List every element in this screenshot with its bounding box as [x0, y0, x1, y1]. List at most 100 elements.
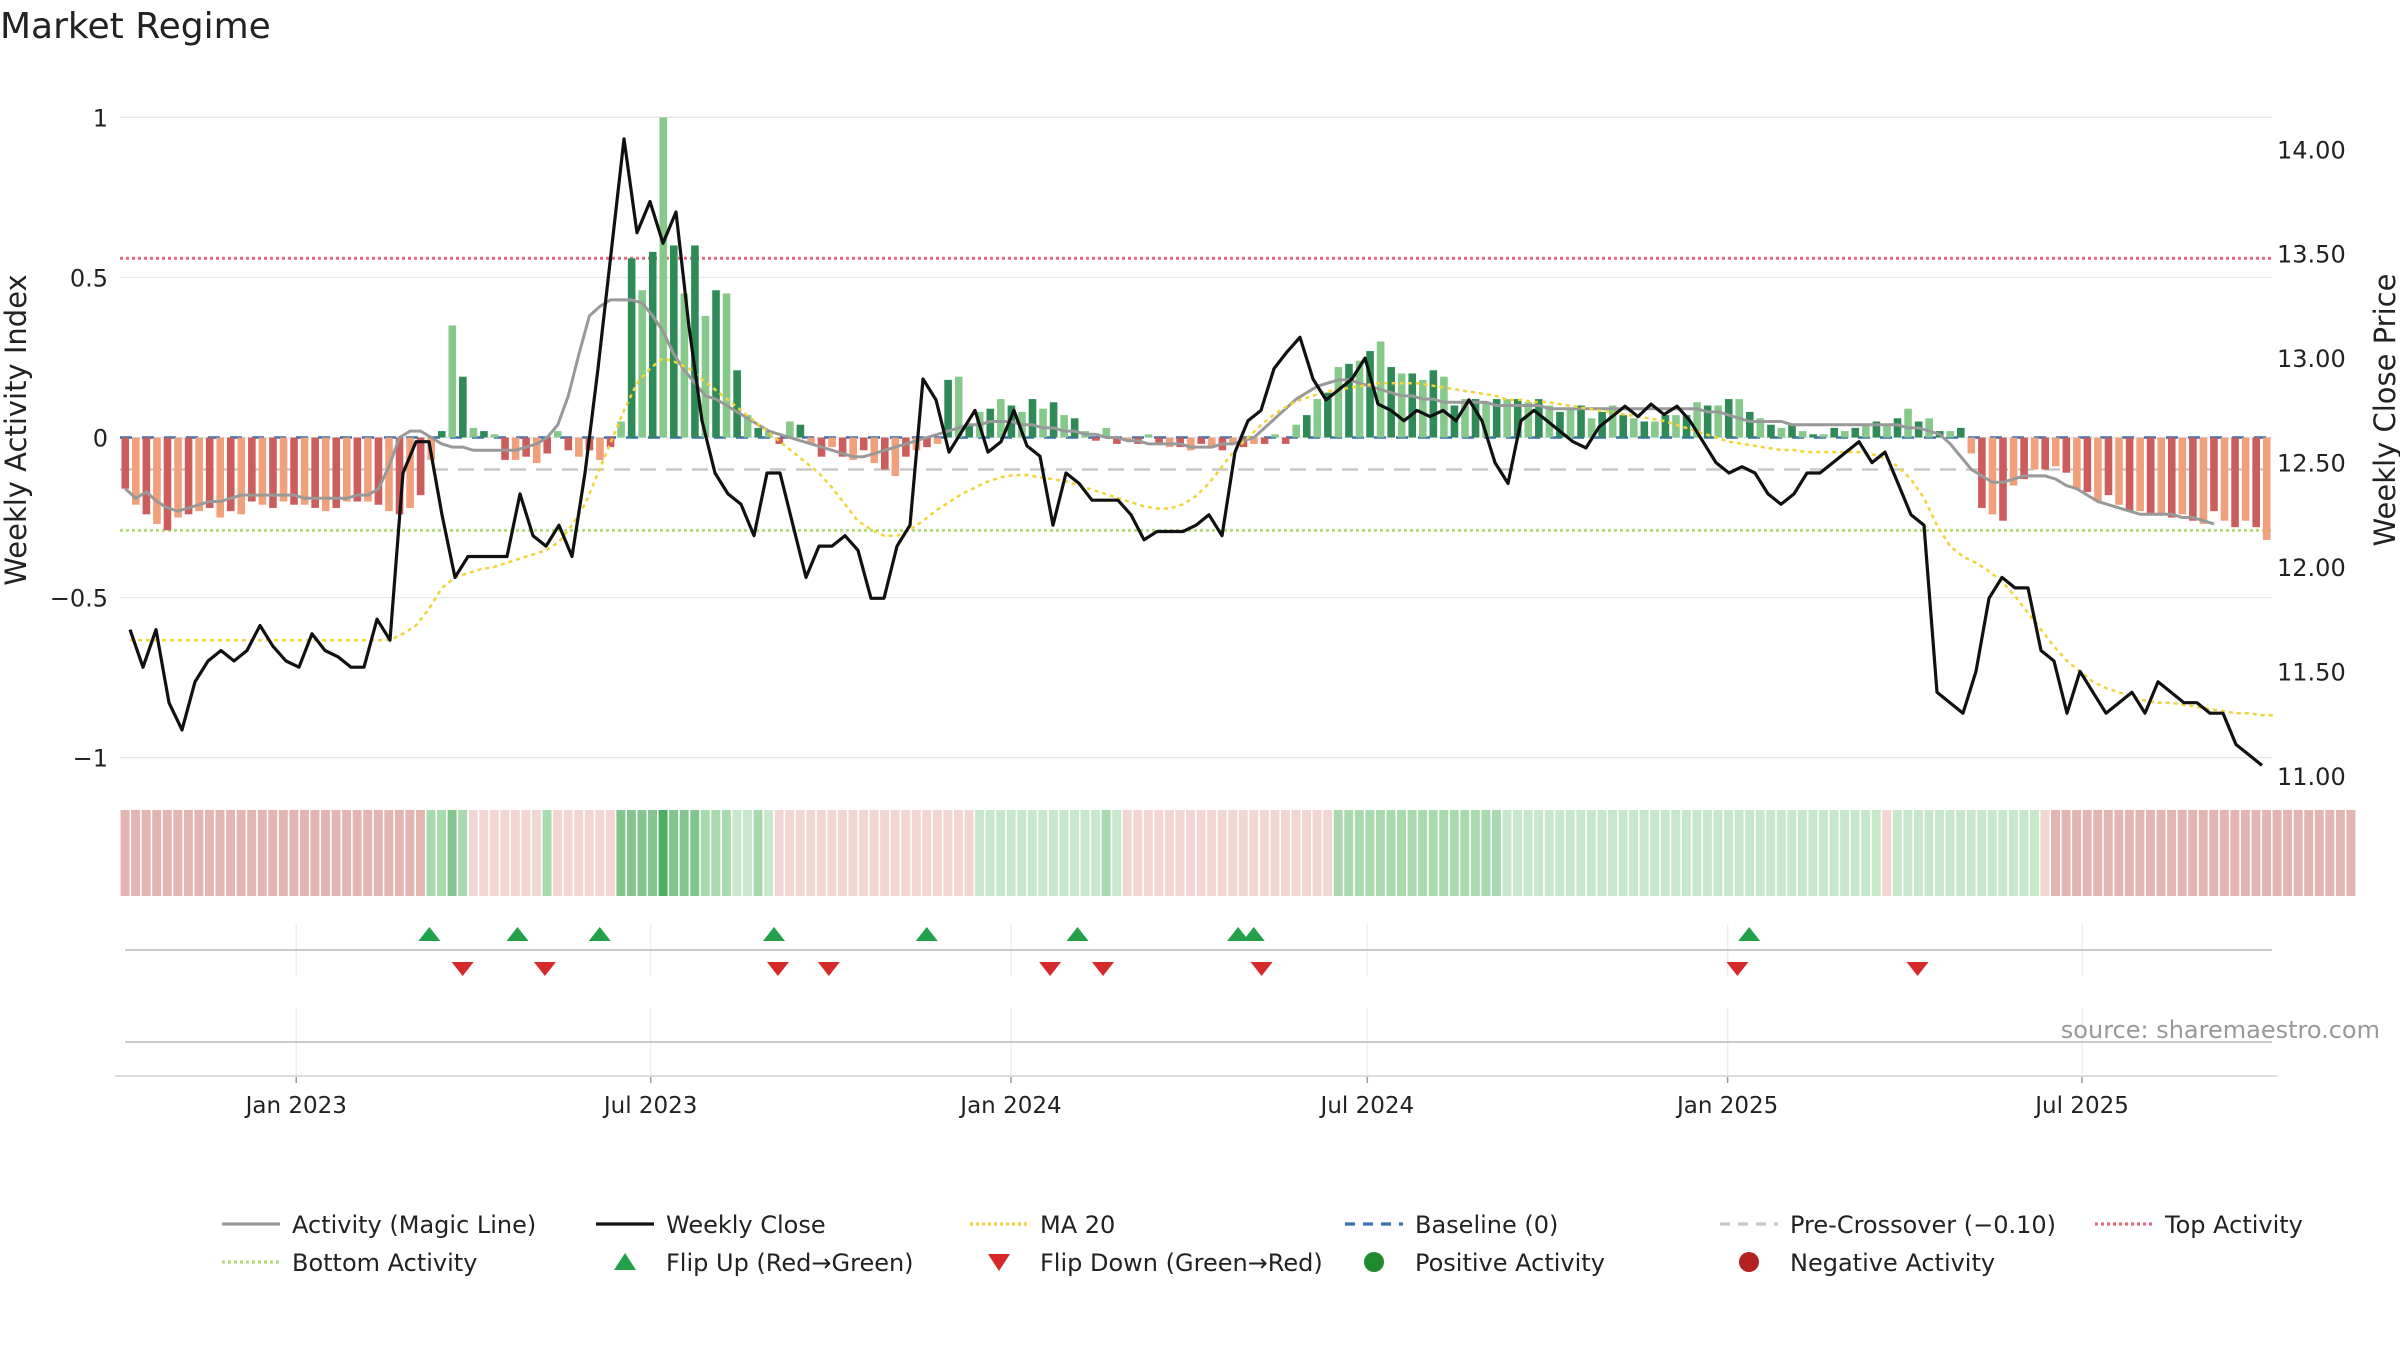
flip-down-marker [817, 962, 840, 976]
activity-bar [1925, 418, 1933, 438]
legend-item: Weekly Close [596, 1211, 826, 1239]
activity-bar [1819, 434, 1828, 438]
regime-cell [1713, 810, 1723, 896]
activity-bar [1999, 437, 2007, 521]
activity-bar [1608, 405, 1617, 438]
activity-bar [2146, 437, 2155, 515]
regime-cell [141, 810, 151, 896]
activity-bar [1155, 437, 1163, 444]
regime-cell [2209, 810, 2219, 896]
activity-bar [343, 437, 351, 502]
regime-cell [479, 810, 489, 896]
regime-cell [131, 810, 141, 896]
regime-cell [278, 810, 288, 896]
y-tick-right: 14.00 [2277, 136, 2346, 164]
activity-bar [132, 437, 140, 505]
regime-cell [384, 810, 394, 896]
regime-cell [690, 810, 700, 896]
regime-cell [1375, 810, 1385, 896]
activity-bar [1419, 379, 1427, 438]
legend: Activity (Magic Line) Weekly Close MA 20 Ba… [222, 1211, 2303, 1277]
flip-markers [125, 924, 2272, 976]
activity-bar [1524, 402, 1533, 438]
activity-bar [2210, 437, 2218, 512]
regime-cell [2293, 810, 2303, 896]
regime-cell [1481, 810, 1491, 896]
activity-bar [1197, 437, 1206, 444]
activity-bar [891, 437, 900, 476]
y-axis-label-left: Weekly Activity Index [0, 274, 33, 585]
regime-cell [1249, 810, 1259, 896]
activity-bar [437, 431, 446, 438]
regime-cell [1407, 810, 1417, 896]
activity-bar [722, 293, 731, 438]
flip-down-marker [1726, 962, 1749, 976]
regime-cell [563, 810, 573, 896]
activity-bar [1334, 367, 1343, 438]
y-tick-left: 1 [93, 104, 108, 132]
regime-cell [1418, 810, 1428, 896]
y-tick-right: 11.50 [2277, 658, 2346, 686]
regime-cell [2103, 810, 2113, 896]
activity-bar [2262, 437, 2271, 540]
flip-down-marker [1091, 962, 1114, 976]
flip-down-marker [533, 962, 556, 976]
activity-bar [1397, 373, 1406, 438]
regime-cell [774, 810, 784, 896]
regime-cell [1143, 810, 1153, 896]
activity-bar [754, 427, 763, 438]
regime-cell [342, 810, 352, 896]
regime-cell [120, 810, 130, 896]
activity-bar [627, 258, 636, 438]
activity-bar [1851, 427, 1860, 438]
legend-flip-down-swatch [988, 1254, 1010, 1271]
regime-cell [1302, 810, 1312, 896]
activity-bar [2231, 437, 2239, 528]
activity-bar [659, 117, 668, 438]
regime-cell [605, 810, 615, 896]
regime-cell [2093, 810, 2103, 896]
activity-bar [1165, 437, 1174, 448]
x-tick-label: Jan 2023 [244, 1093, 347, 1119]
activity-bar [1229, 437, 1237, 444]
activity-bar [1302, 415, 1311, 438]
regime-cell [2335, 810, 2345, 896]
regime-cell [1217, 810, 1227, 896]
regime-cell [1491, 810, 1501, 896]
legend-label: Weekly Close [666, 1211, 826, 1239]
activity-bar [2104, 437, 2113, 496]
legend-item: Pre-Crossover (−0.10) [1720, 1211, 2056, 1239]
activity-bar [2009, 437, 2018, 486]
activity-bar [2020, 437, 2028, 480]
regime-cell [2177, 810, 2187, 896]
regime-cell [542, 810, 552, 896]
activity-bar [1461, 399, 1469, 438]
regime-cell [1692, 810, 1702, 896]
activity-bar [1535, 399, 1543, 438]
regime-cell [2262, 810, 2271, 896]
flip-up-marker [763, 927, 786, 941]
activity-bar [469, 427, 478, 438]
activity-bar [1556, 411, 1564, 438]
activity-bar [881, 437, 889, 470]
regime-cell [532, 810, 541, 896]
activity-bar [1946, 431, 1955, 438]
y-tick-right: 12.00 [2277, 554, 2346, 582]
activity-bar [226, 437, 235, 512]
regime-cell [1365, 810, 1375, 896]
activity-bar [575, 437, 583, 457]
regime-cell [373, 810, 383, 896]
activity-bar [786, 421, 794, 438]
y-tick-left: −1 [73, 745, 108, 773]
activity-bar [1872, 421, 1881, 438]
activity-bar [1767, 424, 1775, 438]
regime-cell [2188, 810, 2198, 896]
regime-cell [1977, 810, 1987, 896]
legend-item: Bottom Activity [222, 1249, 477, 1277]
activity-bar [617, 421, 625, 438]
activity-bar [997, 399, 1005, 438]
regime-cell [426, 810, 436, 896]
regime-cell [1534, 810, 1544, 896]
regime-cell [1724, 810, 1733, 896]
regime-cell [2230, 810, 2240, 896]
